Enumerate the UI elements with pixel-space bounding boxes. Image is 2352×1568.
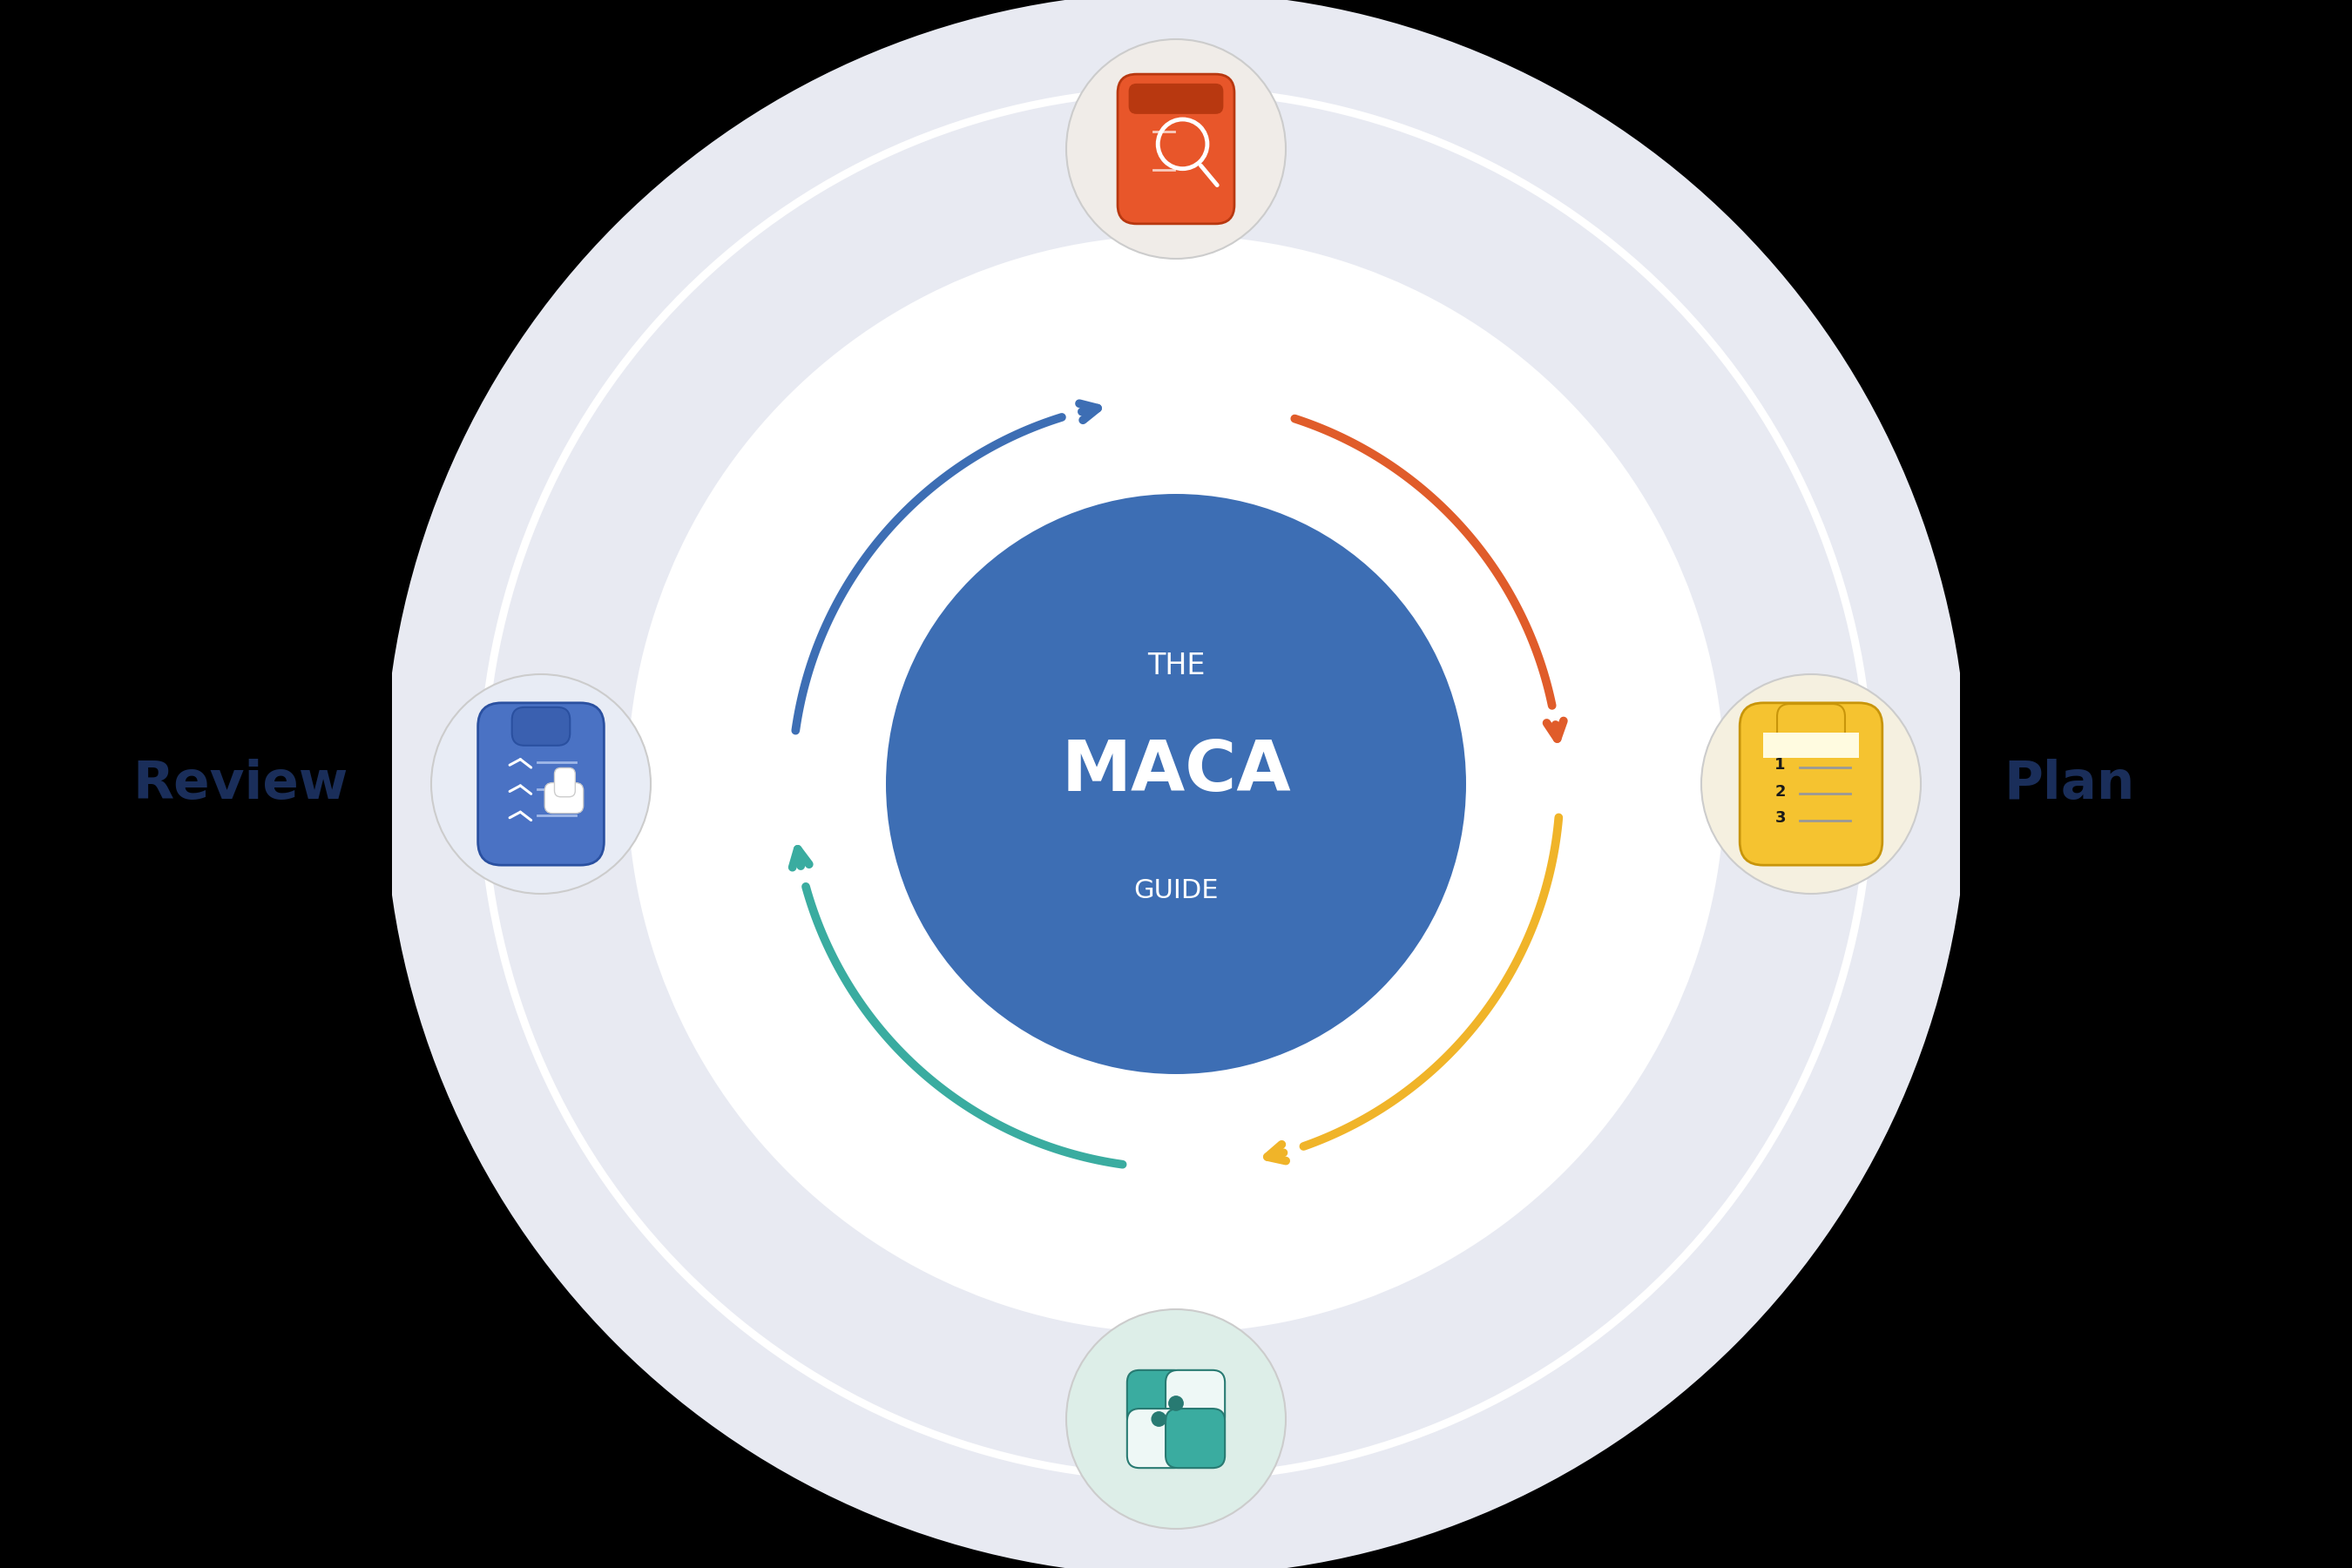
Text: Plan: Plan	[2004, 759, 2136, 809]
FancyBboxPatch shape	[1117, 74, 1235, 224]
FancyBboxPatch shape	[1778, 704, 1844, 745]
FancyBboxPatch shape	[1167, 1408, 1225, 1468]
Circle shape	[1065, 39, 1287, 259]
FancyBboxPatch shape	[1127, 1370, 1185, 1430]
Circle shape	[477, 86, 1875, 1482]
FancyBboxPatch shape	[555, 768, 576, 797]
Circle shape	[430, 674, 652, 894]
Text: GUIDE: GUIDE	[1134, 878, 1218, 903]
FancyBboxPatch shape	[1167, 1370, 1225, 1430]
Circle shape	[887, 494, 1465, 1074]
Text: 2: 2	[1776, 784, 1785, 800]
Circle shape	[1065, 1309, 1287, 1529]
Circle shape	[1169, 1396, 1183, 1411]
FancyBboxPatch shape	[513, 707, 569, 745]
Circle shape	[1152, 1411, 1167, 1427]
Text: 1: 1	[1776, 757, 1785, 773]
FancyBboxPatch shape	[1764, 732, 1858, 757]
Circle shape	[383, 0, 1969, 1568]
Text: THE: THE	[1148, 652, 1204, 681]
Circle shape	[628, 235, 1724, 1333]
Circle shape	[487, 94, 1865, 1474]
FancyBboxPatch shape	[477, 702, 604, 866]
FancyBboxPatch shape	[1129, 83, 1223, 114]
Text: 3: 3	[1776, 811, 1785, 826]
FancyBboxPatch shape	[1127, 1408, 1185, 1468]
FancyBboxPatch shape	[1740, 702, 1882, 866]
Text: MACA: MACA	[1061, 737, 1291, 806]
Text: Review: Review	[132, 759, 348, 809]
Circle shape	[1700, 674, 1922, 894]
FancyBboxPatch shape	[546, 782, 583, 814]
